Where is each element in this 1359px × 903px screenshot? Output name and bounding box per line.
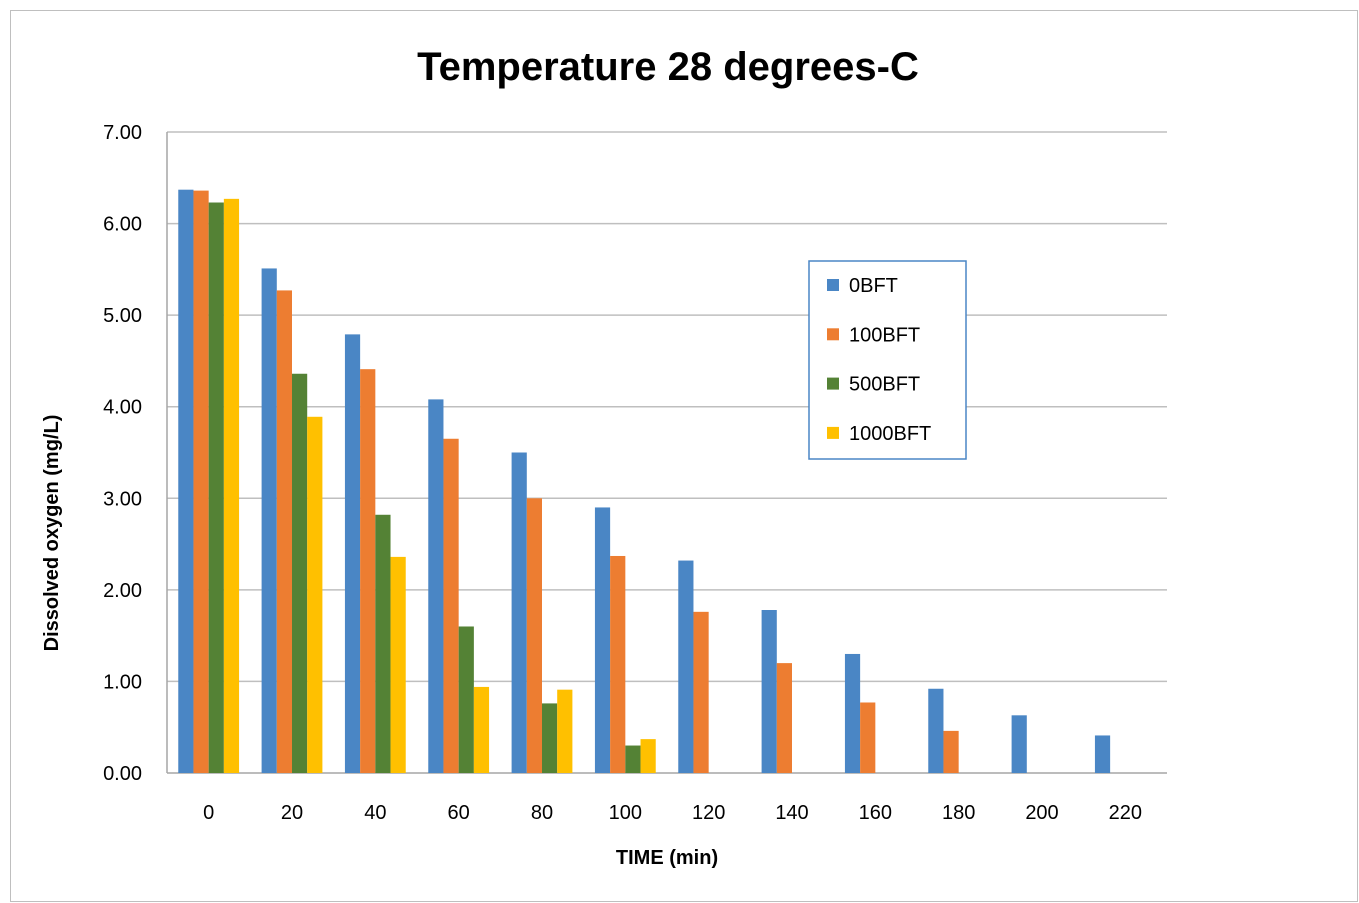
x-tick-label: 40 xyxy=(364,802,386,824)
legend-label: 1000BFT xyxy=(849,423,931,445)
bar-0bft-120 xyxy=(678,560,694,773)
legend-swatch xyxy=(827,377,839,390)
legend-label: 100BFT xyxy=(849,324,920,346)
y-tick-label: 7.00 xyxy=(103,122,142,144)
bar-1000bft-80 xyxy=(557,689,573,773)
x-tick-label: 160 xyxy=(859,802,892,824)
x-tick-label: 20 xyxy=(281,802,303,824)
x-tick-label: 0 xyxy=(203,802,214,824)
x-tick-labels: 0 20 40 60 80 100 120 140 160 180 200 220 xyxy=(203,802,1142,824)
x-tick-label: 180 xyxy=(942,802,975,824)
y-axis-title: Dissolved oxygen (mg/L) xyxy=(41,415,63,652)
bar-1000bft-0 xyxy=(223,198,240,773)
bar-0bft-0 xyxy=(178,189,194,773)
y-tick-label: 2.00 xyxy=(103,580,142,602)
x-tick-label: 60 xyxy=(448,802,470,824)
y-tick-label: 1.00 xyxy=(103,671,142,693)
bar-0bft-140 xyxy=(761,610,777,773)
bar-0bft-160 xyxy=(844,653,861,773)
bar-500bft-40 xyxy=(375,514,391,773)
bar-0bft-40 xyxy=(344,334,361,773)
x-tick-label: 120 xyxy=(692,802,725,824)
bar-100bft-120 xyxy=(693,611,709,773)
x-tick-label: 80 xyxy=(531,802,553,824)
x-tick-label: 220 xyxy=(1109,802,1142,824)
bar-100bft-180 xyxy=(943,730,959,773)
bar-0bft-200 xyxy=(1011,715,1027,773)
bar-100bft-100 xyxy=(610,555,626,773)
bar-1000bft-60 xyxy=(473,686,490,773)
gridlines xyxy=(166,131,1167,774)
bar-1000bft-100 xyxy=(640,739,656,773)
bar-0bft-220 xyxy=(1094,735,1111,773)
bar-500bft-20 xyxy=(292,373,308,773)
bar-0bft-180 xyxy=(928,688,944,773)
bar-100bft-80 xyxy=(526,498,542,773)
bar-100bft-160 xyxy=(860,702,876,773)
legend-swatch xyxy=(827,426,839,439)
y-tick-label: 6.00 xyxy=(103,214,142,236)
y-tick-labels: 0.00 1.00 2.00 3.00 4.00 5.00 6.00 7.00 xyxy=(103,122,142,785)
legend-label: 500BFT xyxy=(849,374,920,396)
y-tick-label: 3.00 xyxy=(103,488,142,510)
bar-0bft-20 xyxy=(261,268,277,773)
chart-title: Temperature 28 degrees-C xyxy=(417,45,919,89)
bar-100bft-20 xyxy=(276,290,292,773)
bar-100bft-140 xyxy=(776,663,792,773)
y-tick-label: 4.00 xyxy=(103,397,142,419)
bar-1000bft-20 xyxy=(307,416,323,773)
x-tick-label: 200 xyxy=(1025,802,1058,824)
legend-box xyxy=(808,260,967,460)
bar-0bft-80 xyxy=(511,452,527,773)
bar-0bft-100 xyxy=(594,507,611,773)
x-tick-label: 140 xyxy=(775,802,808,824)
legend-swatch xyxy=(827,328,839,341)
x-tick-label: 100 xyxy=(609,802,642,824)
bar-500bft-60 xyxy=(458,626,474,773)
y-tick-label: 5.00 xyxy=(103,305,142,327)
bar-500bft-100 xyxy=(625,745,641,773)
bar-1000bft-40 xyxy=(390,556,406,773)
x-axis-title: TIME (min) xyxy=(616,847,718,869)
legend: 0BFT 100BFT 500BFT 1000BFT xyxy=(808,260,967,460)
bar-500bft-80 xyxy=(542,703,558,773)
legend-swatch xyxy=(827,279,839,291)
bars xyxy=(178,189,1111,773)
bar-500bft-0 xyxy=(208,202,224,773)
y-tick-label: 0.00 xyxy=(103,763,142,785)
bar-0bft-60 xyxy=(428,399,444,773)
bar-100bft-0 xyxy=(193,190,209,773)
legend-label: 0BFT xyxy=(849,275,898,297)
bar-100bft-60 xyxy=(443,438,459,773)
bar-100bft-40 xyxy=(360,369,376,773)
